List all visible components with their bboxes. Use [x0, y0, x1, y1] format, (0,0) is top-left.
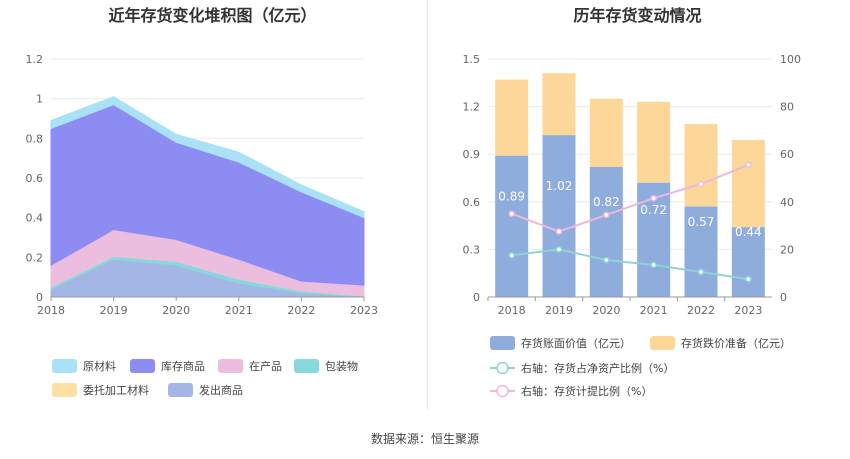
left-y-tick-label: 1	[36, 93, 43, 106]
legend-label-shipped: 发出商品	[199, 383, 243, 397]
left-y-tick-label: 0.2	[26, 251, 44, 264]
bar-reserve-2018	[495, 79, 529, 156]
left-x-tick-label: 2020	[162, 304, 190, 317]
right-y2-tick-label: 20	[780, 243, 794, 256]
right-y2-tick-label: 80	[780, 101, 794, 114]
right-y-tick-label: 0.6	[463, 196, 481, 209]
point-line_ratio	[603, 256, 610, 264]
legend-label-pack: 包装物	[325, 359, 358, 373]
bar-book-2018	[495, 155, 529, 297]
bar-book-data-label: 0.82	[593, 195, 620, 209]
right-y-tick-label: 0	[473, 291, 480, 304]
point-line_provision	[508, 210, 515, 217]
bar-reserve-2022	[684, 124, 718, 207]
left-y-tick-label: 0.4	[26, 212, 44, 225]
point-line_provision	[603, 211, 610, 219]
left-x-tick-label: 2021	[225, 304, 253, 317]
bar-book-data-label: 0.57	[688, 215, 715, 229]
legend-label-entrust: 委托加工材料	[83, 383, 149, 397]
right-y-tick-label: 1.2	[463, 101, 481, 114]
legend-label-raw: 原材料	[83, 359, 116, 373]
bar-book-2019	[542, 135, 576, 297]
chart-title-left: 近年存货变化堆积图（亿元）	[108, 6, 317, 25]
legend-swatch-pack	[294, 359, 319, 373]
right-x-tick-label: 2018	[498, 304, 526, 317]
bar-book-2023	[731, 227, 765, 297]
line-line_provision	[511, 163, 749, 233]
legend-marker-line_ratio	[496, 361, 509, 375]
left-x-tick-label: 2022	[287, 304, 315, 317]
bar-book-2020	[589, 166, 623, 297]
right-x-tick-label: 2022	[687, 304, 715, 317]
point-line_ratio	[650, 261, 657, 269]
legend-label-line_provision: 右轴：存货计提比例（%）	[521, 384, 652, 398]
legend-swatch-raw	[52, 359, 77, 373]
bar-book-data-label: 0.89	[498, 189, 525, 203]
left-y-tick-label: 0.6	[26, 172, 44, 185]
bar-reserve-2023	[731, 139, 765, 228]
right-y-tick-label: 0.9	[463, 148, 481, 161]
left-y-tick-label: 0.8	[26, 132, 44, 145]
bar-book-data-label: 1.02	[546, 179, 573, 193]
right-y2-tick-label: 100	[780, 53, 801, 66]
left-y-tick-label: 0	[36, 291, 43, 304]
right-y2-tick-label: 0	[780, 291, 787, 304]
bar-book-data-label: 0.44	[735, 225, 762, 239]
chart-title-right: 历年存货变动情况	[573, 6, 702, 25]
point-line_ratio	[697, 268, 705, 276]
point-line_provision	[745, 161, 752, 169]
bar-book-data-label: 0.72	[640, 203, 667, 217]
area-series-raw	[50, 96, 365, 219]
left-x-tick-label: 2023	[350, 304, 378, 317]
bar-reserve-2020	[589, 98, 623, 167]
legend-swatch-entrust	[52, 383, 77, 397]
bar-reserve-2021	[637, 101, 671, 183]
point-line_provision	[555, 228, 563, 235]
divider	[427, 0, 428, 410]
legend-swatch-wip	[218, 359, 243, 373]
right-y2-tick-label: 60	[780, 148, 794, 161]
right-y2-tick-label: 40	[780, 196, 794, 209]
right-x-tick-label: 2020	[592, 304, 620, 317]
left-y-tick-label: 1.2	[26, 53, 44, 66]
data-source: 数据来源：恒生聚源	[370, 432, 479, 446]
legend-label-wip: 在产品	[249, 359, 282, 373]
legend-swatch-stock	[130, 359, 155, 373]
legend-swatch-book	[490, 336, 515, 350]
right-x-tick-label: 2021	[640, 304, 668, 317]
bar-book-2022	[684, 206, 718, 297]
line-line_ratio	[511, 248, 749, 281]
legend-swatch-reserve	[650, 336, 675, 350]
point-line_ratio	[745, 275, 752, 283]
legend-label-line_ratio: 右轴：存货占净资产比例（%）	[521, 361, 674, 375]
point-line_ratio	[508, 252, 515, 259]
left-x-tick-label: 2019	[100, 304, 128, 317]
point-line_ratio	[555, 246, 563, 253]
right-x-tick-label: 2019	[545, 304, 573, 317]
legend-swatch-shipped	[168, 383, 193, 397]
right-y-tick-label: 0.3	[463, 243, 481, 256]
legend-marker-line_provision	[496, 384, 509, 398]
left-x-tick-label: 2018	[37, 304, 65, 317]
right-x-tick-label: 2023	[734, 304, 762, 317]
bar-reserve-2019	[542, 73, 576, 136]
legend-label-stock: 库存商品	[161, 359, 205, 373]
legend-label-book: 存货账面价值（亿元）	[521, 336, 631, 350]
point-line_provision	[697, 180, 705, 188]
legend-label-reserve: 存货跌价准备（亿元）	[681, 336, 791, 350]
right-y-tick-label: 1.5	[463, 53, 481, 66]
point-line_provision	[650, 194, 657, 202]
